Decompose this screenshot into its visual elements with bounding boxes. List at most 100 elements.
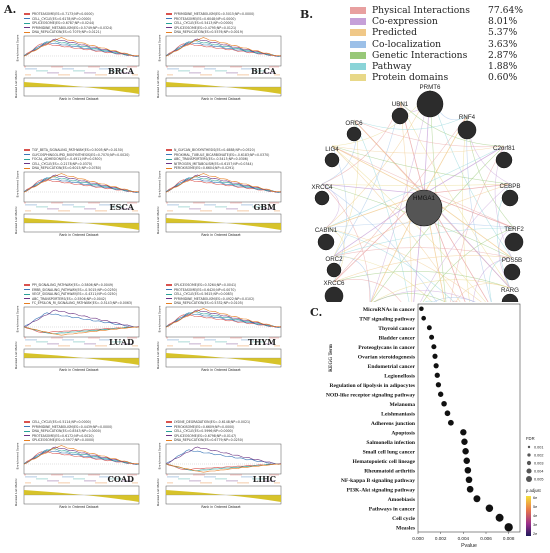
ranked-list-fill: [24, 353, 139, 365]
kegg-term-dot: [485, 504, 494, 512]
ranked-list-fill: [24, 490, 139, 502]
es-curve: [165, 37, 282, 57]
legend-swatch: [24, 288, 30, 291]
legend-swatch: [24, 167, 30, 170]
network-edge: [333, 279, 402, 302]
x-tick-label: 0.006: [480, 536, 492, 541]
gsea-legend-item: PROTEASOME(ES=0.6420;NP=0.0070): [166, 288, 288, 293]
plot-frame: [417, 303, 521, 533]
hit-bars: [166, 474, 280, 484]
rank-axis-label: Rank in Ordered Dataset: [201, 97, 241, 101]
network-edge: [321, 183, 437, 302]
legend-swatch: [24, 27, 30, 29]
kegg-term-dot: [473, 495, 481, 503]
interaction-percent: 5.37%: [488, 27, 518, 39]
gsea-curves: [165, 443, 282, 505]
legend-swatch: [350, 51, 366, 59]
interaction-type-label: Physical Interactions: [372, 5, 470, 16]
x-tick-label: 0.002: [435, 536, 447, 541]
gsea-legend-item: CELL_CYCLE(ES=-0.2178;NP=0.0370): [24, 162, 146, 167]
legend-swatch: [350, 29, 366, 37]
kegg-term-label: Amoebiasis: [388, 497, 416, 503]
legend-swatch: [166, 430, 172, 432]
ranked-list-axis-label: Ranked List Metric: [13, 341, 18, 369]
kegg-term-dot: [447, 419, 454, 426]
gsea-legend-item: CELL_CYCLE(ES=0.5996;NP=0.0000): [166, 429, 288, 434]
size-legend-dot: [526, 460, 532, 466]
gsea-legend-item: ERBB_SIGNALING_PATHWAY(ES=-0.5015;NP=0.0…: [24, 288, 146, 293]
gsea-plot-gbm: N_GLYCAN_BIOSYNTHESIS(ES=0.4888;NP=0.052…: [156, 148, 286, 238]
gene-node: [501, 189, 519, 207]
legend-swatch: [166, 288, 172, 291]
gene-node: [391, 107, 409, 125]
network-edge: [372, 279, 511, 302]
gsea-legend-item: NITROGEN_METABOLISM(ES=0.6157;NP=0.0344): [166, 162, 288, 167]
gsea-legend-item: TGF_BETA_SIGNALING_PATHWAY(ES=0.5005;NP=…: [24, 148, 146, 153]
gene-node-label: CABIN1: [315, 227, 338, 234]
network-edge: [333, 115, 468, 283]
gsea-pathway-label: SPLICEOSOME(ES=0.6798;NP=0.0147): [174, 433, 237, 438]
gsea-legend: N_GLYCAN_BIOSYNTHESIS(ES=0.4888;NP=0.052…: [166, 148, 288, 171]
gsea-legend-item: PROTEASOME(ES=0.6172;NP=0.0020): [24, 434, 146, 439]
gsea-legend-item: CELL_CYCLE(ES=0.6178;NP=0.0000): [24, 17, 146, 22]
kegg-term-dot: [465, 476, 473, 484]
es-curve: [23, 41, 140, 57]
es-curve: [165, 446, 282, 465]
kegg-term-dot: [419, 306, 424, 312]
kegg-term-dot: [434, 372, 440, 378]
x-tick-label: 0.004: [458, 536, 470, 541]
kegg-term-label: Bladder cancer: [379, 335, 416, 341]
rank-axis-label: Rank in Ordered Dataset: [201, 505, 241, 509]
gsea-legend-item: CELL_CYCLE(ES=0.5413;NP=0.0000): [166, 21, 288, 26]
network-legend-item: Physical Interactions 77.64%: [348, 5, 544, 16]
legend-swatch: [24, 31, 30, 34]
gsea-legend-item: SPLICEOSOME(ES=0.6798;NP=0.0147): [166, 434, 288, 439]
gsea-curves: [23, 443, 140, 505]
gsea-legend: TGF_BETA_SIGNALING_PATHWAY(ES=0.5005;NP=…: [24, 148, 146, 171]
legend-swatch: [166, 22, 172, 24]
interaction-percent: 1.88%: [488, 60, 518, 72]
kegg-term-label: Cell cycle: [392, 516, 415, 522]
network-edge: [321, 183, 425, 195]
cancer-type-label: LIHC: [252, 474, 276, 484]
size-legend-label: 0.001: [534, 446, 544, 450]
x-axis-label: Pvalue: [461, 543, 477, 549]
gsea-legend-item: CELL_CYCLE(ES=0.5615;NP=0.0083): [166, 292, 288, 297]
legend-swatch: [166, 421, 172, 423]
legend-swatch: [24, 430, 30, 432]
gsea-pathway-label: DNA_REPLICATION(ES=0.6015;NP=0.0780): [32, 166, 101, 171]
legend-swatch: [166, 13, 172, 15]
ranked-list-axis-label: Ranked List Metric: [155, 478, 160, 506]
legend-swatch: [350, 62, 366, 70]
gsea-pathway-label: FC_EPSILON_RI_SIGNALING_PATHWAY(ES=-0.51…: [32, 301, 133, 306]
size-legend-dot: [527, 453, 531, 457]
kegg-term-label: Adherens junction: [371, 421, 416, 427]
ranked-list-fill: [166, 490, 281, 502]
legend-swatch: [166, 298, 172, 300]
legend-swatch: [350, 74, 366, 82]
gsea-curves: [23, 35, 140, 97]
gene-node-label: LIG4: [325, 146, 339, 153]
rank-axis-label: Rank in Ordered Dataset: [59, 505, 99, 509]
legend-swatch: [166, 17, 172, 20]
gsea-plot-lihc: LYSINE_DEGRADATION(ES=-0.6148;NP=0.0021)…: [156, 420, 286, 510]
cancer-type-label: BLCA: [251, 66, 276, 76]
gsea-curves: [165, 35, 282, 97]
gsea-pathway-label: DNA_REPLICATION(ES=0.5332;NP=0.0105): [174, 301, 243, 306]
es-curve: [165, 41, 282, 57]
kegg-term-label: Legionellosis: [384, 373, 416, 379]
gsea-pathway-label: DNA_REPLICATION(ES=0.5576;NP=0.0019): [174, 30, 243, 35]
kegg-term-label: Ovarian steroidogenesis: [358, 354, 416, 360]
interaction-type-label: Co-expression: [372, 16, 438, 28]
kegg-term-dot: [432, 353, 438, 359]
gene-node: [314, 190, 330, 206]
legend-swatch: [166, 439, 172, 442]
size-legend-dot: [526, 476, 532, 482]
network-edge: [331, 145, 505, 154]
legend-swatch: [24, 22, 30, 24]
kegg-term-label: MicroRNAs in cancer: [363, 307, 416, 313]
gsea-legend-item: SPLICEOSOME(ES=0.6787;NP=0.0244): [24, 21, 146, 26]
gsea-legend-item: DNA_REPLICATION(ES=0.5576;NP=0.0019): [166, 30, 288, 35]
gene-node-label: ORC2: [325, 256, 343, 263]
gsea-legend-item: PPI_SIGNALING_PATHWAY(ES=-0.5806;NP=0.00…: [24, 283, 146, 288]
